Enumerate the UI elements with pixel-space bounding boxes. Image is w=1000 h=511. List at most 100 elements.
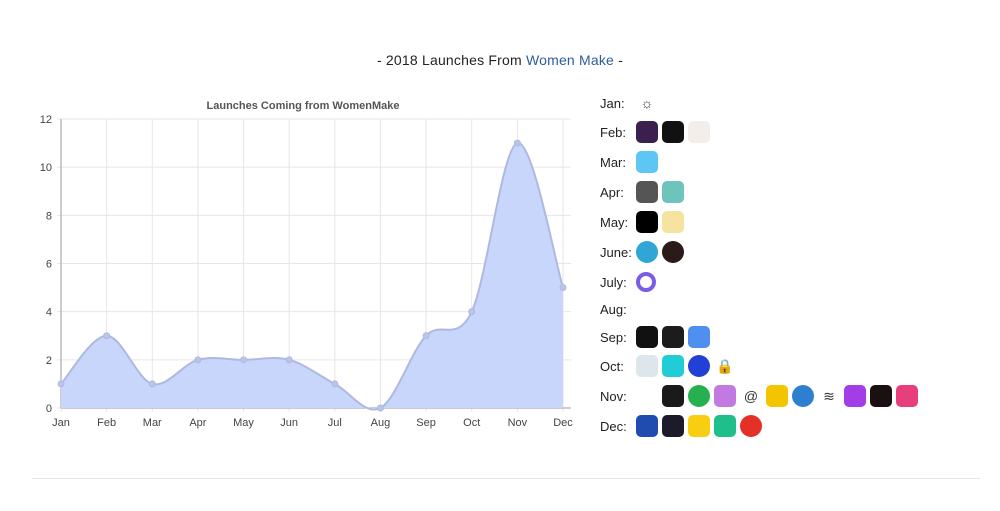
month-row: Aug: (600, 297, 636, 321)
clock-app-icon[interactable] (636, 211, 658, 233)
yellow-app-icon[interactable] (688, 415, 710, 437)
inhabit-app-icon[interactable] (636, 326, 658, 348)
chart-title: Launches Coming from WomenMake (207, 100, 400, 112)
month-label: July: (600, 274, 627, 290)
waveform-app-icon[interactable] (870, 385, 892, 407)
launch-icons: 🔒 (636, 355, 736, 377)
data-point[interactable] (103, 332, 111, 340)
wallet-app-icon[interactable] (714, 415, 736, 437)
search-leaf-app-icon[interactable] (688, 385, 710, 407)
typewriter-app-icon[interactable] (636, 181, 658, 203)
chevrons-app-icon[interactable] (636, 151, 658, 173)
month-label: Oct: (600, 358, 624, 374)
month-row: Mar: (600, 150, 658, 174)
y-tick-label: 6 (46, 259, 52, 271)
month-label: Feb: (600, 124, 627, 140)
month-row: May: (600, 210, 684, 234)
data-point[interactable] (559, 284, 567, 292)
m-app-icon[interactable] (662, 181, 684, 203)
x-tick-label: Feb (97, 417, 116, 429)
month-row: June: (600, 240, 684, 264)
lightning-app-icon[interactable] (636, 241, 658, 263)
launch-icons (636, 326, 710, 348)
blue-face-app-icon[interactable] (636, 415, 658, 437)
eyes-app-icon[interactable] (766, 385, 788, 407)
red-g-app-icon[interactable] (740, 415, 762, 437)
month-label: Jan: (600, 95, 625, 111)
launch-icons: ☼ (636, 92, 658, 114)
x-tick-label: Oct (463, 417, 480, 429)
y-tick-label: 2 (46, 355, 52, 367)
vdp-app-icon[interactable] (636, 355, 658, 377)
data-point[interactable] (422, 332, 430, 340)
month-row: Nov: @ ≋ (600, 384, 918, 408)
launch-icons (636, 121, 710, 143)
x-tick-label: Nov (508, 417, 528, 429)
dots-app-icon[interactable] (636, 385, 658, 407)
pause-app-icon[interactable] (688, 355, 710, 377)
women-make-link[interactable]: Women Make (525, 52, 615, 68)
x-tick-label: Jan (52, 417, 70, 429)
earth-app-icon[interactable] (662, 326, 684, 348)
cyan-app-icon[interactable] (662, 355, 684, 377)
month-row: Sep: (600, 325, 710, 349)
launch-icons (636, 241, 684, 263)
month-label: Sep: (600, 329, 627, 345)
x-tick-label: Apr (189, 417, 206, 429)
month-label: May: (600, 214, 629, 230)
y-tick-label: 10 (40, 162, 52, 174)
data-point[interactable] (513, 139, 521, 147)
globe-app-icon[interactable] (792, 385, 814, 407)
launch-icons (636, 272, 656, 292)
launch-icons (636, 151, 658, 173)
robot-app-icon[interactable] (662, 241, 684, 263)
pink-app-icon[interactable] (896, 385, 918, 407)
data-point[interactable] (148, 380, 156, 388)
y-tick-label: 12 (40, 114, 52, 126)
heading-suffix: - (614, 52, 623, 68)
figure-app-icon[interactable] (688, 121, 710, 143)
launch-icons (636, 415, 762, 437)
launch-icons: @ ≋ (636, 385, 918, 407)
cat-app-icon[interactable] (662, 211, 684, 233)
month-label: Mar: (600, 154, 626, 170)
ring-app-icon[interactable] (636, 272, 656, 292)
month-label: Dec: (600, 418, 627, 434)
x-tick-label: Jul (328, 417, 342, 429)
month-label: Apr: (600, 184, 624, 200)
month-label: Nov: (600, 388, 627, 404)
x-tick-label: May (233, 417, 254, 429)
month-row: July: (600, 270, 656, 294)
ship-app-icon[interactable] (688, 326, 710, 348)
month-row: Apr: (600, 180, 684, 204)
stones-app-icon[interactable]: ≋ (818, 385, 840, 407)
divider (32, 478, 980, 479)
data-point[interactable] (194, 356, 202, 364)
dark-screen-app-icon[interactable] (662, 121, 684, 143)
month-label: Aug: (600, 301, 627, 317)
scene-app-icon[interactable] (662, 415, 684, 437)
x-tick-label: Sep (416, 417, 436, 429)
at-sign-icon[interactable]: @ (740, 385, 762, 407)
crown-app-icon[interactable] (636, 121, 658, 143)
data-point[interactable] (240, 356, 248, 364)
month-row: Jan: ☼ (600, 91, 658, 115)
series-area (61, 142, 563, 410)
data-point[interactable] (285, 356, 293, 364)
24hr-challenge-app-icon[interactable] (662, 385, 684, 407)
month-row: Dec: (600, 414, 762, 438)
launches-chart: Launches Coming from WomenMake 0 2 4 6 8 10 12… (40, 100, 574, 429)
data-point[interactable] (468, 308, 476, 316)
x-tick-label: Aug (371, 417, 391, 429)
data-point[interactable] (57, 380, 65, 388)
data-point[interactable] (331, 380, 339, 388)
x-tick-label: Mar (143, 417, 162, 429)
month-label: June: (600, 244, 632, 260)
phone-lock-icon[interactable]: 🔒 (714, 355, 736, 377)
purple-shape-app-icon[interactable] (844, 385, 866, 407)
data-point[interactable] (376, 404, 384, 412)
launch-icons (636, 181, 684, 203)
sunrise-icon[interactable]: ☼ (636, 92, 658, 114)
make-shine-app-icon[interactable] (714, 385, 736, 407)
launch-icons (636, 211, 684, 233)
